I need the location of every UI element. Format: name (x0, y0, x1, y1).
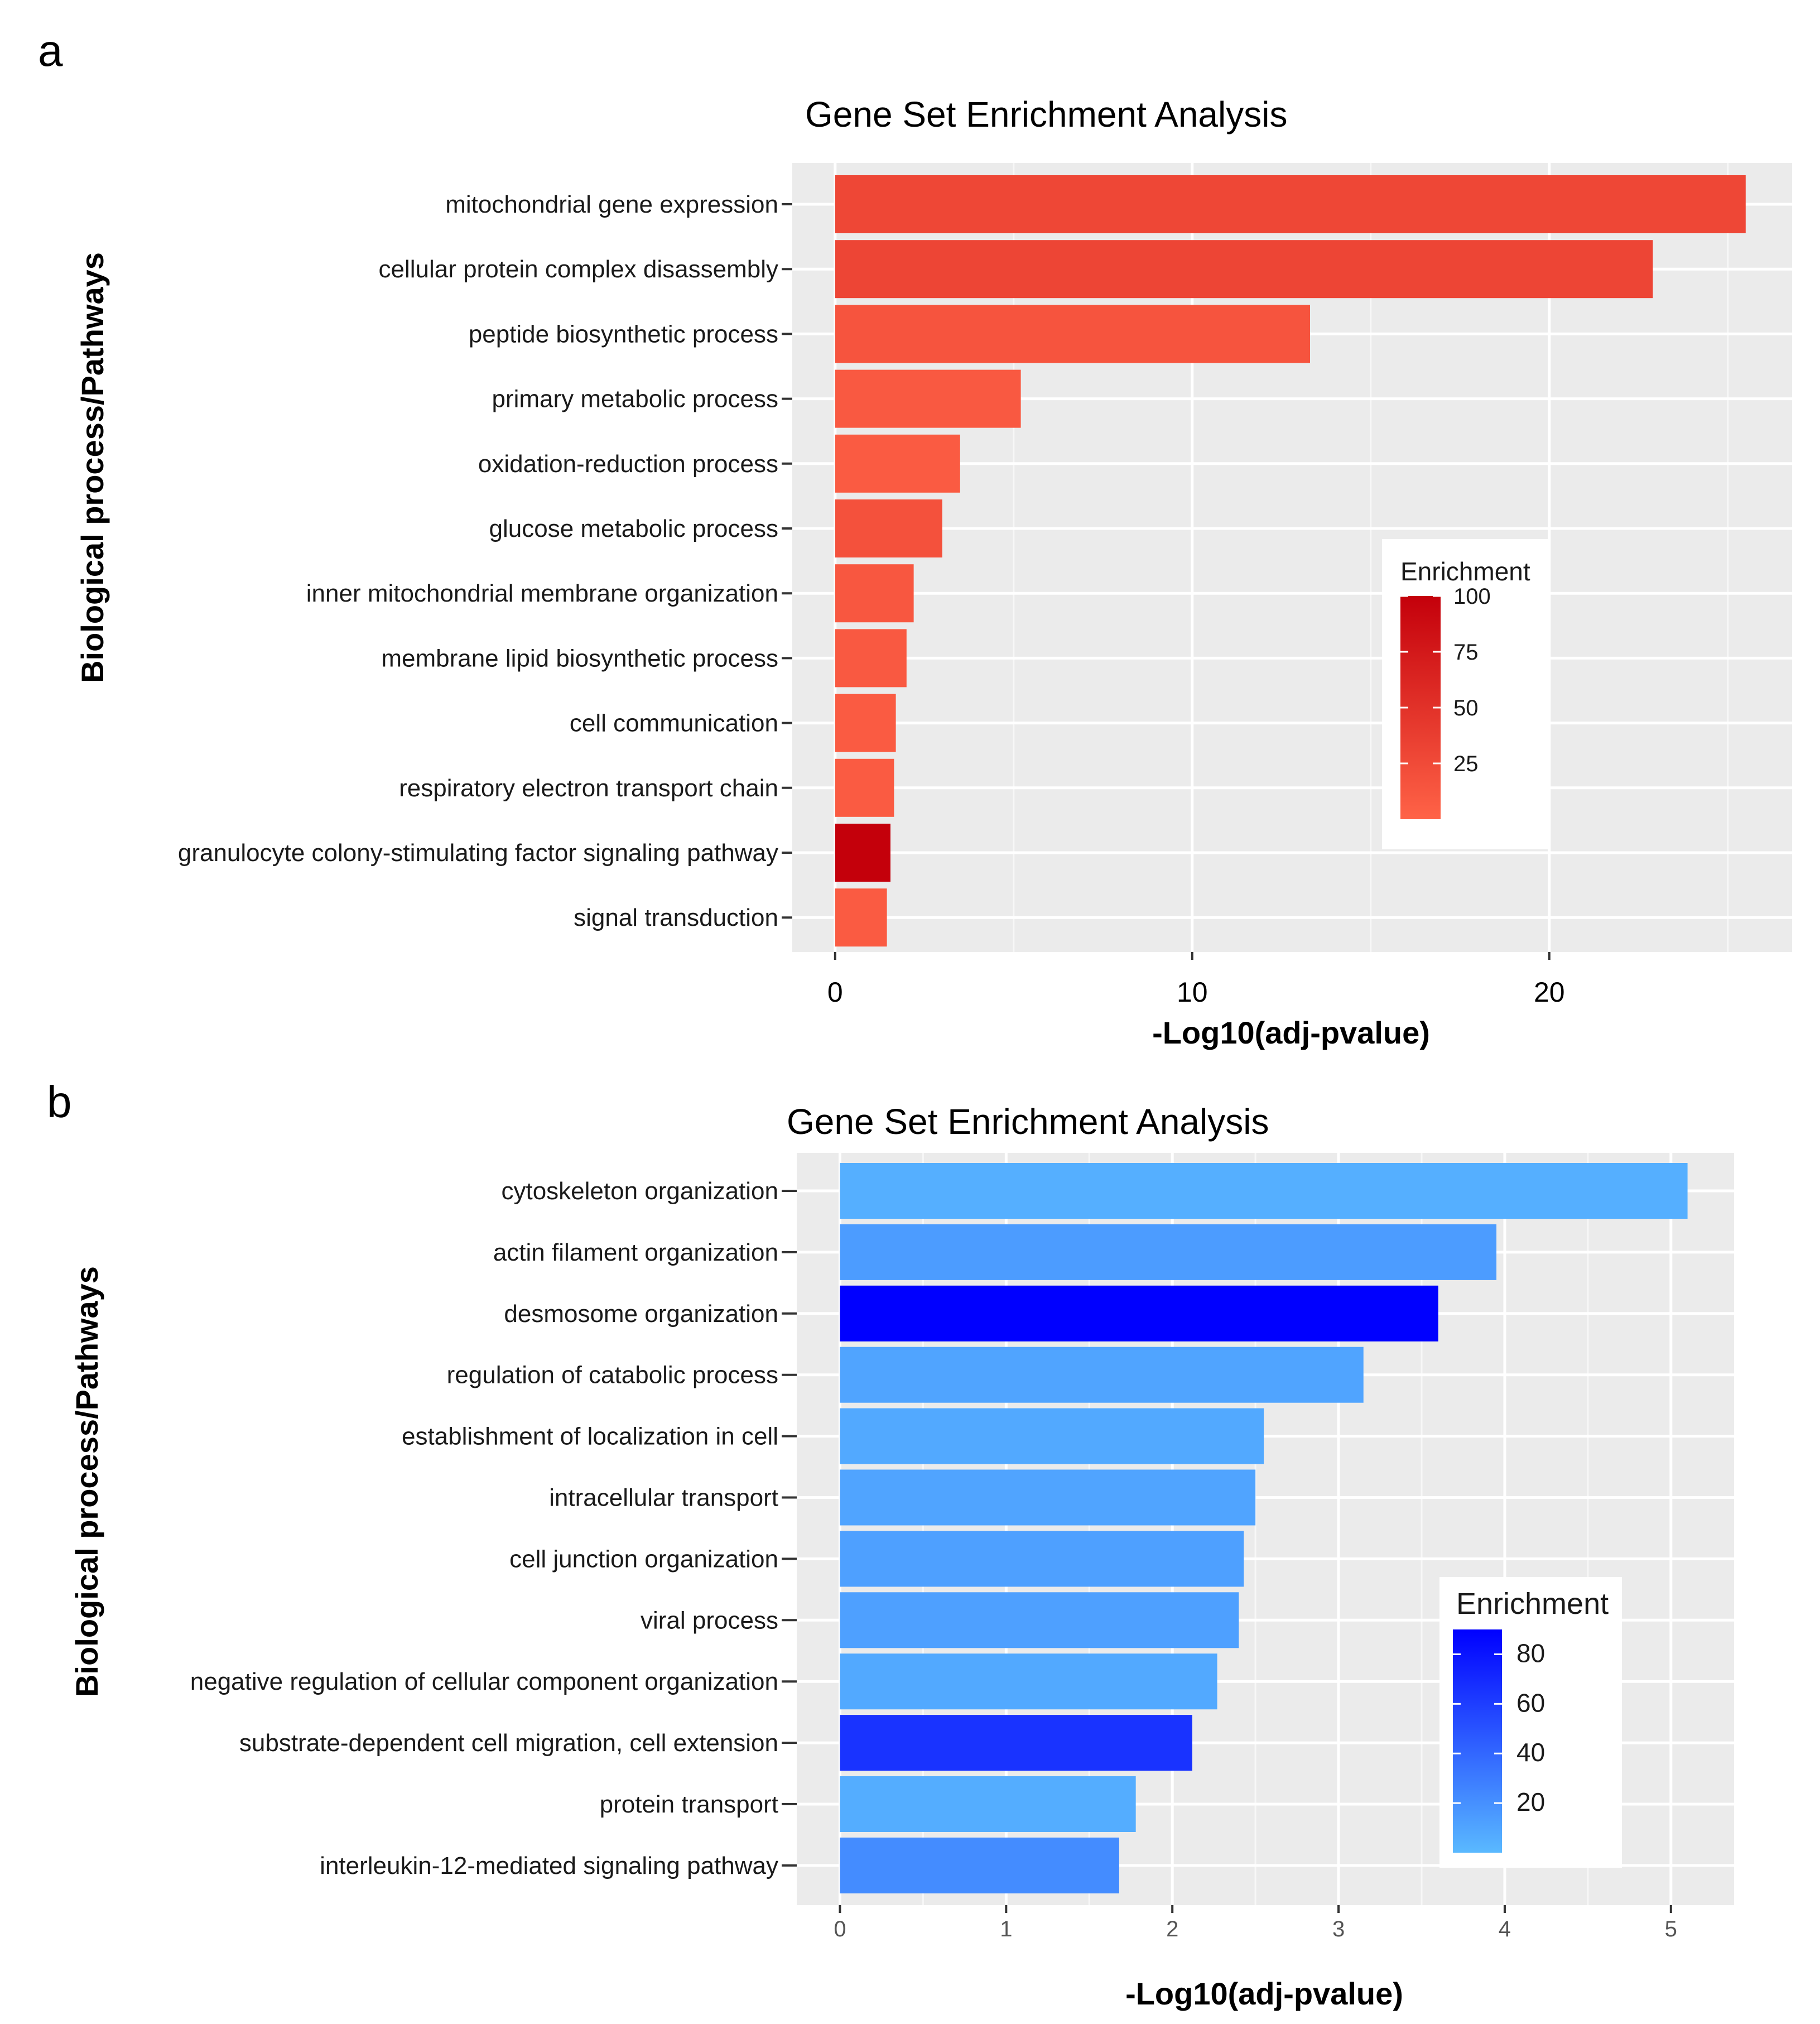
category-label-a: oxidation-reduction process (478, 450, 778, 478)
chart-b-x-axis-title: -Log10(adj-pvalue) (1125, 1976, 1403, 2011)
chart-b: Gene Set Enrichment Analysis cytoskeleto… (69, 1102, 1734, 2011)
panel-letter-b: b (47, 1077, 72, 1127)
bar-b-3 (840, 1285, 1438, 1342)
category-label-b: viral process (641, 1607, 778, 1634)
chart-a-title: Gene Set Enrichment Analysis (805, 94, 1287, 134)
chart-b-legend-ticks: 80 60 40 20 (1453, 1638, 1545, 1816)
category-label-a: glucose metabolic process (489, 515, 778, 542)
bar-b-1 (840, 1163, 1688, 1219)
bar-a-9 (835, 694, 896, 752)
x-tick-label-a: 20 (1534, 977, 1565, 1008)
bar-b-7 (840, 1531, 1244, 1587)
category-label-a: cellular protein complex disassembly (378, 256, 778, 283)
category-label-a: mitochondrial gene expression (445, 191, 778, 218)
chart-a-legend-title: Enrichment (1400, 557, 1530, 586)
bar-a-4 (835, 369, 1021, 428)
category-label-b: protein transport (600, 1791, 778, 1818)
chart-a-legend-ticks: 100 75 50 25 (1400, 584, 1491, 776)
category-label-a: inner mitochondrial membrane organizatio… (306, 580, 778, 607)
category-label-b: establishment of localization in cell (402, 1423, 778, 1450)
panel-letter-a: a (38, 26, 63, 75)
bar-a-10 (835, 758, 894, 817)
bar-b-12 (840, 1837, 1119, 1893)
legend-tick-label-a: 50 (1453, 696, 1479, 720)
category-label-b: interleukin-12-mediated signaling pathwa… (320, 1852, 778, 1879)
legend-tick-label-b: 80 (1516, 1638, 1545, 1667)
bar-a-6 (835, 499, 942, 557)
x-tick-label-b: 5 (1665, 1917, 1677, 1941)
bar-a-11 (835, 824, 890, 882)
category-label-b: actin filament organization (493, 1239, 778, 1266)
chart-b-legend: Enrichment 80 60 40 20 (1439, 1577, 1622, 1868)
x-tick-label-b: 1 (1000, 1917, 1012, 1941)
category-label-a: signal transduction (574, 904, 778, 931)
chart-a-bars (835, 175, 1746, 947)
chart-a-x-axis-title: -Log10(adj-pvalue) (1152, 1015, 1430, 1050)
category-label-a: cell communication (570, 710, 778, 737)
legend-tick-label-b: 60 (1516, 1688, 1545, 1717)
chart-b-category-labels: cytoskeleton organization actin filament … (190, 1177, 797, 1879)
bar-a-7 (835, 564, 914, 623)
x-tick-label-b: 3 (1332, 1917, 1345, 1941)
chart-b-legend-colorbar (1453, 1629, 1502, 1853)
bar-b-2 (840, 1224, 1497, 1280)
chart-b-title: Gene Set Enrichment Analysis (787, 1102, 1269, 1142)
bar-a-5 (835, 434, 960, 493)
category-label-b: cytoskeleton organization (501, 1177, 778, 1205)
bar-b-10 (840, 1715, 1192, 1771)
legend-tick-label-a: 75 (1453, 640, 1479, 665)
chart-b-x-ticks: 0 1 2 3 4 5 (834, 1905, 1677, 1941)
chart-a-category-labels: mitochondrial gene expression cellular pr… (178, 191, 792, 931)
chart-a-legend: Enrichment 100 75 50 25 (1382, 539, 1549, 849)
category-label-a: membrane lipid biosynthetic process (381, 645, 778, 672)
category-label-a: granulocyte colony-stimulating factor si… (178, 839, 778, 867)
bar-b-8 (840, 1592, 1239, 1648)
x-tick-label-a: 0 (827, 977, 843, 1008)
chart-a: Gene Set Enrichment Analysis mitochondri… (75, 94, 1792, 1050)
legend-tick-label-a: 25 (1453, 752, 1479, 776)
legend-tick-label-b: 20 (1516, 1787, 1545, 1816)
x-tick-label-b: 2 (1166, 1917, 1178, 1941)
bar-b-4 (840, 1347, 1364, 1403)
bar-a-1 (835, 175, 1746, 233)
bar-a-8 (835, 629, 907, 688)
chart-a-x-ticks: 0 10 20 (827, 952, 1565, 1008)
bar-a-3 (835, 305, 1310, 363)
category-label-b: intracellular transport (549, 1484, 778, 1512)
category-label-b: negative regulation of cellular componen… (190, 1668, 778, 1695)
category-label-b: desmosome organization (504, 1300, 778, 1328)
category-label-a: peptide biosynthetic process (469, 320, 778, 348)
category-label-b: regulation of catabolic process (447, 1362, 778, 1389)
chart-b-legend-title: Enrichment (1456, 1587, 1609, 1621)
category-label-b: cell junction organization (509, 1545, 778, 1573)
category-label-b: substrate-dependent cell migration, cell… (239, 1729, 778, 1757)
chart-b-bars (840, 1163, 1688, 1893)
x-tick-label-b: 0 (834, 1917, 846, 1941)
bar-a-12 (835, 888, 887, 947)
x-tick-label-b: 4 (1499, 1917, 1511, 1941)
category-label-a: respiratory electron transport chain (399, 775, 778, 802)
chart-b-y-axis-title: Biological process/Pathways (69, 1266, 104, 1697)
chart-a-y-axis-title: Biological process/Pathways (75, 252, 110, 683)
category-label-a: primary metabolic process (492, 386, 779, 413)
x-tick-label-a: 10 (1177, 977, 1208, 1008)
bar-b-6 (840, 1469, 1256, 1526)
bar-b-11 (840, 1776, 1136, 1832)
bar-a-2 (835, 240, 1653, 299)
bar-b-9 (840, 1653, 1217, 1710)
bar-b-5 (840, 1408, 1264, 1464)
legend-tick-label-a: 100 (1453, 584, 1491, 609)
legend-tick-label-b: 40 (1516, 1738, 1545, 1767)
